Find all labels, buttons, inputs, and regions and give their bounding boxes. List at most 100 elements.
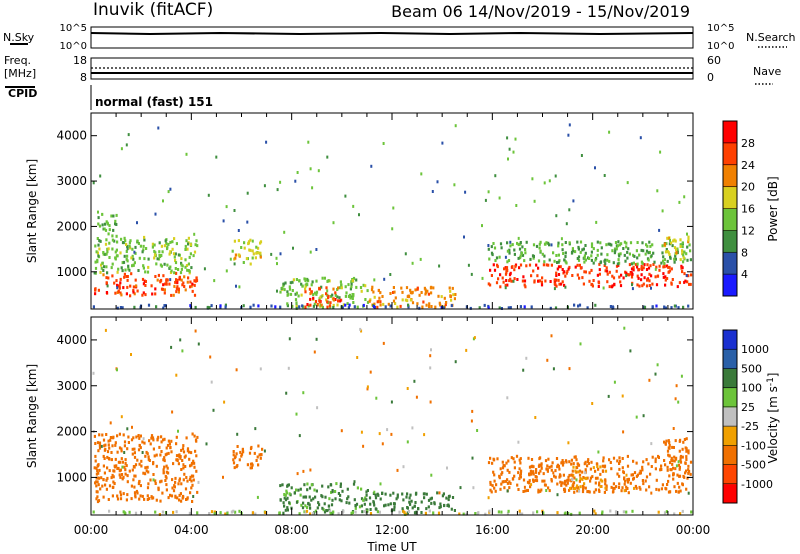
data-cell [113, 469, 116, 473]
data-cell [245, 257, 248, 261]
nsky-left-top: 10^5 [60, 23, 87, 34]
data-cell [109, 421, 112, 425]
data-cell [106, 250, 109, 254]
data-cell [685, 469, 688, 473]
y-tick-label: 1000 [56, 265, 87, 279]
data-cell [392, 502, 396, 506]
data-cell [640, 264, 643, 268]
data-cell [126, 254, 129, 258]
data-cell [190, 486, 193, 490]
freq-left-top: 18 [73, 54, 87, 67]
data-cell [624, 489, 627, 492]
data-cell [629, 349, 632, 353]
data-cell [186, 447, 190, 451]
data-cell [518, 247, 522, 251]
data-cell [519, 256, 522, 260]
data-cell [624, 479, 627, 483]
data-cell [556, 465, 559, 469]
data-cell [258, 453, 261, 457]
data-cell [689, 460, 693, 464]
data-cell [599, 485, 602, 488]
data-cell [131, 264, 134, 268]
data-cell [406, 295, 409, 299]
data-cell [680, 374, 683, 378]
data-cell [141, 250, 144, 254]
data-cell [570, 458, 573, 462]
data-cell [143, 279, 146, 283]
data-cell [193, 232, 196, 236]
data-cell [612, 482, 615, 486]
data-cell [663, 440, 666, 444]
data-cell [676, 249, 679, 253]
data-cell [312, 497, 315, 501]
data-cell [640, 248, 643, 252]
data-cell [627, 491, 630, 495]
data-cell [685, 458, 688, 461]
data-cell [619, 280, 622, 284]
data-cell [661, 483, 664, 487]
data-cell [185, 498, 188, 501]
data-cell [483, 303, 486, 307]
data-cell [496, 457, 499, 461]
data-cell [576, 273, 579, 277]
data-cell [651, 243, 654, 247]
data-cell [188, 478, 192, 481]
data-cell [130, 438, 134, 442]
data-cell [636, 265, 639, 269]
data-cell [330, 483, 333, 487]
data-cell [165, 280, 168, 284]
data-cell [117, 267, 120, 271]
data-cell [672, 427, 675, 430]
data-cell [631, 287, 634, 291]
data-cell [178, 477, 181, 481]
data-cell [112, 475, 115, 479]
data-cell [134, 474, 137, 478]
data-cell [377, 289, 380, 293]
data-cell [409, 298, 412, 302]
data-cell [139, 494, 142, 498]
data-cell [507, 306, 510, 310]
data-cell [147, 265, 150, 269]
data-cell [645, 458, 648, 462]
data-cell [664, 283, 667, 287]
data-cell [175, 435, 178, 439]
data-cell [135, 284, 138, 288]
data-cell [257, 304, 260, 308]
data-cell [359, 286, 363, 289]
data-cell [133, 455, 137, 459]
data-cell [248, 451, 252, 455]
data-cell [340, 499, 343, 503]
data-cell [626, 256, 629, 260]
data-cell [340, 283, 343, 287]
data-cell [334, 497, 337, 501]
data-cell [572, 465, 575, 469]
data-cell [550, 468, 553, 472]
data-cell [294, 298, 298, 302]
data-cell [276, 188, 279, 192]
data-cell [523, 279, 527, 283]
data-cell [534, 478, 537, 482]
data-cell [308, 495, 311, 499]
data-cell [573, 476, 576, 480]
data-cell [450, 507, 453, 511]
data-cell [644, 479, 647, 483]
data-cell [307, 501, 310, 505]
data-cell [685, 449, 688, 453]
data-cell [553, 278, 556, 282]
data-cell [389, 292, 392, 295]
data-cell [521, 279, 524, 283]
data-cell [325, 298, 328, 302]
data-cell [545, 263, 548, 267]
data-cell [282, 501, 285, 505]
data-cell [161, 287, 164, 291]
data-cell [558, 475, 561, 479]
data-cell [674, 467, 677, 471]
data-cell [372, 305, 376, 309]
data-cell [316, 506, 319, 510]
y-tick-label: 3000 [56, 174, 87, 188]
data-cell [323, 276, 326, 280]
data-cell [326, 305, 329, 309]
data-cell [176, 281, 179, 285]
data-cell [553, 287, 556, 291]
